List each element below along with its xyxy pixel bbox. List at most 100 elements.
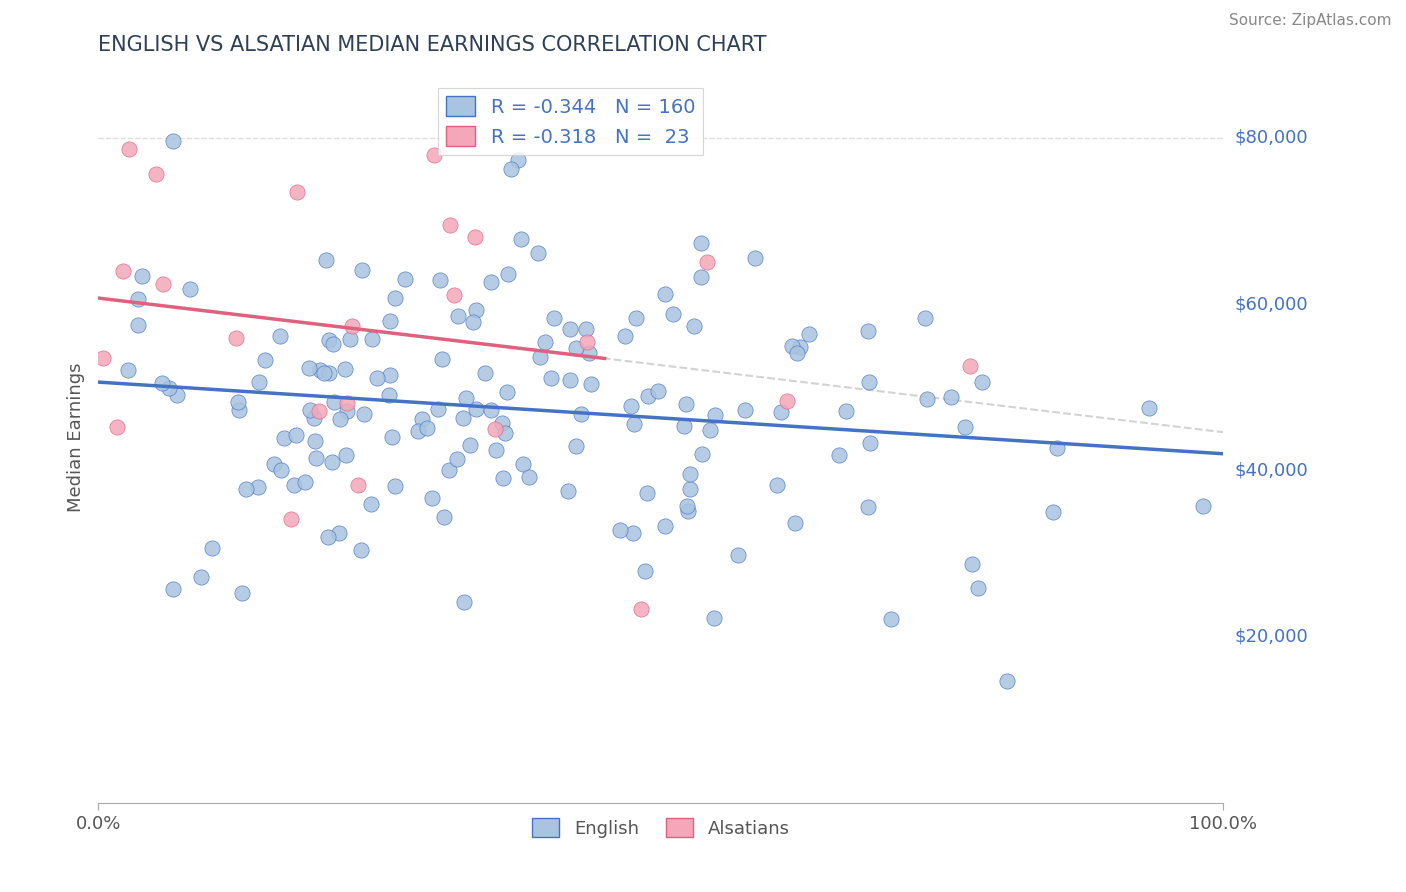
- Point: [675, 499, 697, 513]
- Point: [228, 403, 250, 417]
- Point: [880, 612, 903, 626]
- Point: [917, 392, 939, 406]
- Point: [636, 485, 658, 500]
- Point: [492, 470, 515, 484]
- Point: [491, 417, 513, 431]
- Point: [485, 443, 508, 458]
- Point: [769, 405, 792, 419]
- Point: [499, 161, 522, 176]
- Point: [517, 470, 540, 484]
- Point: [1137, 401, 1160, 415]
- Point: [247, 376, 270, 390]
- Point: [960, 558, 983, 572]
- Point: [280, 512, 302, 526]
- Point: [575, 322, 598, 336]
- Point: [727, 548, 749, 562]
- Point: [349, 543, 371, 558]
- Point: [162, 134, 184, 148]
- Point: [484, 422, 506, 436]
- Point: [329, 412, 352, 426]
- Text: ENGLISH VS ALSATIAN MEDIAN EARNINGS CORRELATION CHART: ENGLISH VS ALSATIAN MEDIAN EARNINGS CORR…: [98, 35, 766, 54]
- Point: [406, 424, 429, 438]
- Point: [654, 286, 676, 301]
- Point: [318, 366, 340, 380]
- Point: [157, 381, 180, 395]
- Point: [360, 497, 382, 511]
- Point: [621, 525, 644, 540]
- Point: [465, 402, 488, 417]
- Point: [384, 291, 406, 305]
- Point: [117, 363, 139, 377]
- Point: [558, 322, 581, 336]
- Point: [939, 390, 962, 404]
- Point: [420, 491, 443, 505]
- Point: [321, 455, 343, 469]
- Point: [411, 412, 433, 426]
- Point: [647, 384, 669, 398]
- Point: [328, 525, 350, 540]
- Point: [273, 431, 295, 445]
- Point: [429, 273, 451, 287]
- Point: [1046, 441, 1069, 455]
- Point: [235, 482, 257, 496]
- Point: [347, 478, 370, 492]
- Point: [294, 475, 316, 490]
- Point: [304, 434, 326, 448]
- Point: [316, 530, 339, 544]
- Point: [439, 462, 461, 476]
- Point: [394, 272, 416, 286]
- Point: [381, 430, 404, 444]
- Point: [284, 428, 307, 442]
- Point: [785, 516, 807, 531]
- Point: [696, 255, 718, 269]
- Point: [225, 330, 247, 344]
- Point: [309, 363, 332, 377]
- Point: [285, 185, 308, 199]
- Point: [323, 394, 346, 409]
- Point: [461, 315, 484, 329]
- Point: [298, 360, 321, 375]
- Point: [127, 292, 149, 306]
- Point: [479, 403, 502, 417]
- Point: [856, 324, 879, 338]
- Point: [336, 396, 359, 410]
- Point: [231, 586, 253, 600]
- Point: [689, 235, 711, 250]
- Point: [416, 421, 439, 435]
- Point: [150, 376, 173, 391]
- Point: [543, 310, 565, 325]
- Point: [959, 359, 981, 373]
- Point: [672, 418, 695, 433]
- Point: [166, 388, 188, 402]
- Point: [253, 353, 276, 368]
- Point: [512, 457, 534, 471]
- Point: [131, 268, 153, 283]
- Point: [339, 333, 361, 347]
- Point: [690, 447, 713, 461]
- Point: [953, 420, 976, 434]
- Point: [654, 519, 676, 533]
- Point: [699, 423, 721, 437]
- Point: [335, 449, 357, 463]
- Point: [439, 218, 461, 232]
- Point: [305, 451, 328, 466]
- Point: [624, 311, 647, 326]
- Point: [263, 458, 285, 472]
- Point: [353, 407, 375, 421]
- Point: [380, 314, 402, 328]
- Point: [308, 404, 330, 418]
- Point: [378, 368, 401, 383]
- Point: [270, 463, 292, 477]
- Point: [342, 318, 364, 333]
- Text: $60,000: $60,000: [1234, 295, 1308, 313]
- Point: [704, 408, 727, 422]
- Point: [152, 277, 174, 291]
- Point: [675, 397, 697, 411]
- Point: [201, 541, 224, 555]
- Point: [366, 370, 388, 384]
- Point: [540, 371, 562, 385]
- Point: [111, 264, 134, 278]
- Point: [972, 375, 994, 389]
- Point: [314, 366, 336, 380]
- Point: [247, 480, 270, 494]
